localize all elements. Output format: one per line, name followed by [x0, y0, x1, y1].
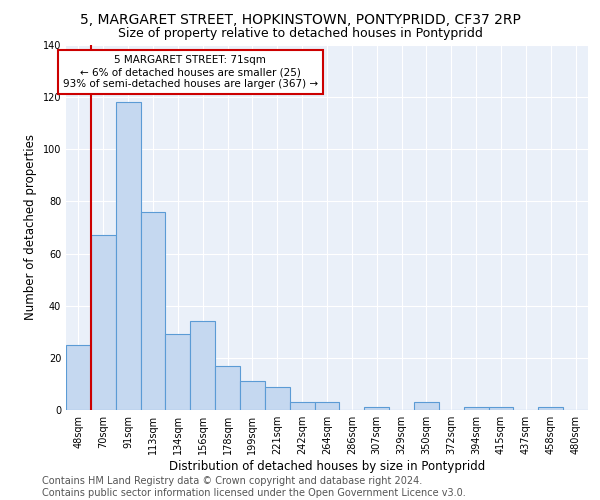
Bar	[190, 322, 215, 410]
Bar	[240, 382, 265, 410]
Text: 5, MARGARET STREET, HOPKINSTOWN, PONTYPRIDD, CF37 2RP: 5, MARGARET STREET, HOPKINSTOWN, PONTYPR…	[80, 12, 520, 26]
Y-axis label: Number of detached properties: Number of detached properties	[24, 134, 37, 320]
Bar	[91, 236, 116, 410]
Bar	[265, 386, 290, 410]
Text: Contains HM Land Registry data © Crown copyright and database right 2024.
Contai: Contains HM Land Registry data © Crown c…	[42, 476, 466, 498]
X-axis label: Distribution of detached houses by size in Pontypridd: Distribution of detached houses by size …	[169, 460, 485, 473]
Text: Size of property relative to detached houses in Pontypridd: Size of property relative to detached ho…	[118, 28, 482, 40]
Bar	[314, 402, 340, 410]
Bar	[215, 366, 240, 410]
Bar	[464, 408, 488, 410]
Bar	[488, 408, 514, 410]
Bar	[538, 408, 563, 410]
Bar	[66, 345, 91, 410]
Bar	[140, 212, 166, 410]
Bar	[364, 408, 389, 410]
Bar	[116, 102, 140, 410]
Bar	[166, 334, 190, 410]
Bar	[414, 402, 439, 410]
Bar	[290, 402, 314, 410]
Text: 5 MARGARET STREET: 71sqm
← 6% of detached houses are smaller (25)
93% of semi-de: 5 MARGARET STREET: 71sqm ← 6% of detache…	[63, 56, 318, 88]
